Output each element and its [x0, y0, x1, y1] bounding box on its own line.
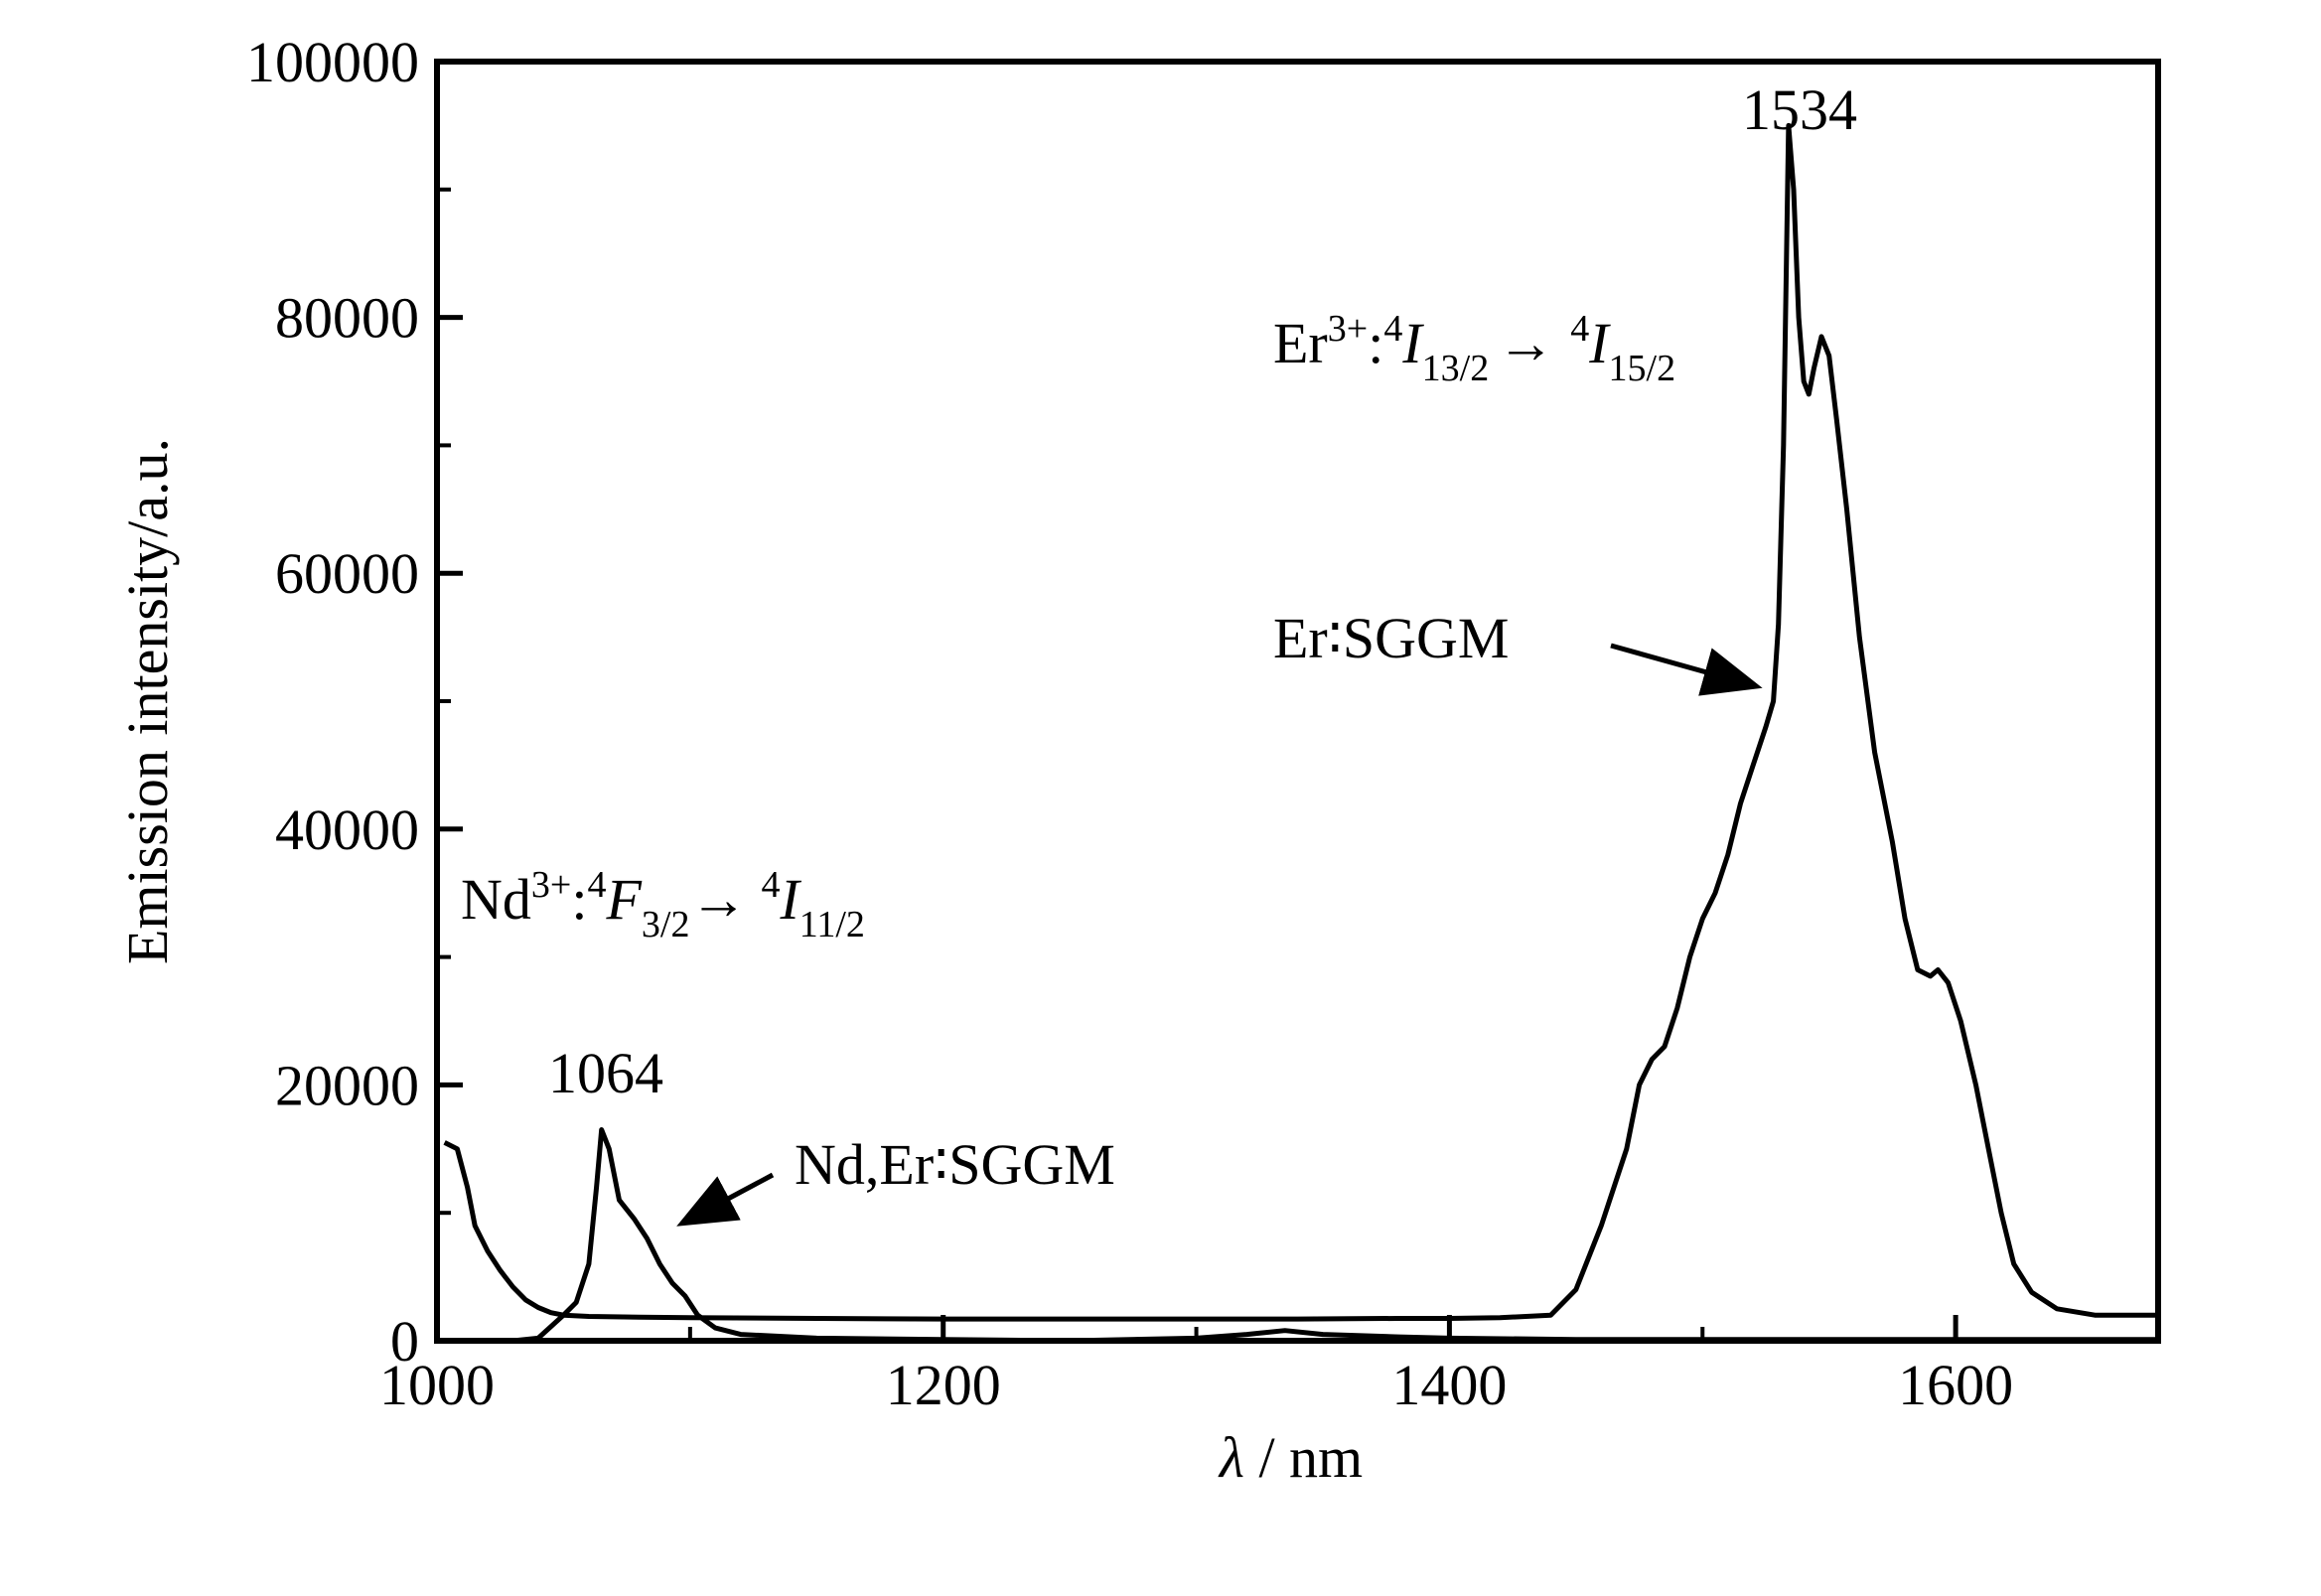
er-transition-label: Er3+:4I13/2 → 4I15/2: [1273, 308, 1675, 389]
series-layer: [443, 122, 2158, 1344]
nd-transition-label: Nd3+:4F3/2→ 4I11/2: [461, 864, 865, 945]
nd-er-sggm-label: Nd,Er∶SGGM: [795, 1132, 1115, 1197]
x-tick-label-1600: 1600: [1898, 1353, 2013, 1417]
x-tick-label-1200: 1200: [886, 1353, 1001, 1417]
y-tick-label-20000: 20000: [275, 1053, 419, 1117]
plot-frame: [434, 59, 2161, 1344]
er-sggm-label: Er∶SGGM: [1273, 606, 1509, 670]
x-tick-label-1000: 1000: [379, 1353, 495, 1417]
x-axis: 1000 1200 1400 1600: [379, 1315, 2013, 1417]
peak-label-1064: 1064: [548, 1041, 663, 1105]
x-axis-title: λ / nm: [1218, 1425, 1363, 1490]
y-tick-label-100000: 100000: [246, 30, 419, 94]
y-tick-label-60000: 60000: [275, 541, 419, 606]
er-sggm-arrow: [1610, 643, 1763, 696]
y-tick-label-80000: 80000: [275, 286, 419, 351]
nd-er-sggm-arrow: [676, 1172, 775, 1227]
y-axis-title: Emission intensity/a.u.: [115, 438, 180, 964]
y-axis: 0 20000 40000 60000 80000 100000: [246, 30, 463, 1374]
series-line-nd-er-sggm: [443, 122, 2158, 1322]
y-tick-label-40000: 40000: [275, 798, 419, 862]
y-tick-label-0: 0: [390, 1309, 419, 1374]
series-line-er-sggm: [444, 1127, 2158, 1344]
x-tick-label-1400: 1400: [1391, 1353, 1507, 1417]
peak-label-1534: 1534: [1742, 77, 1857, 142]
